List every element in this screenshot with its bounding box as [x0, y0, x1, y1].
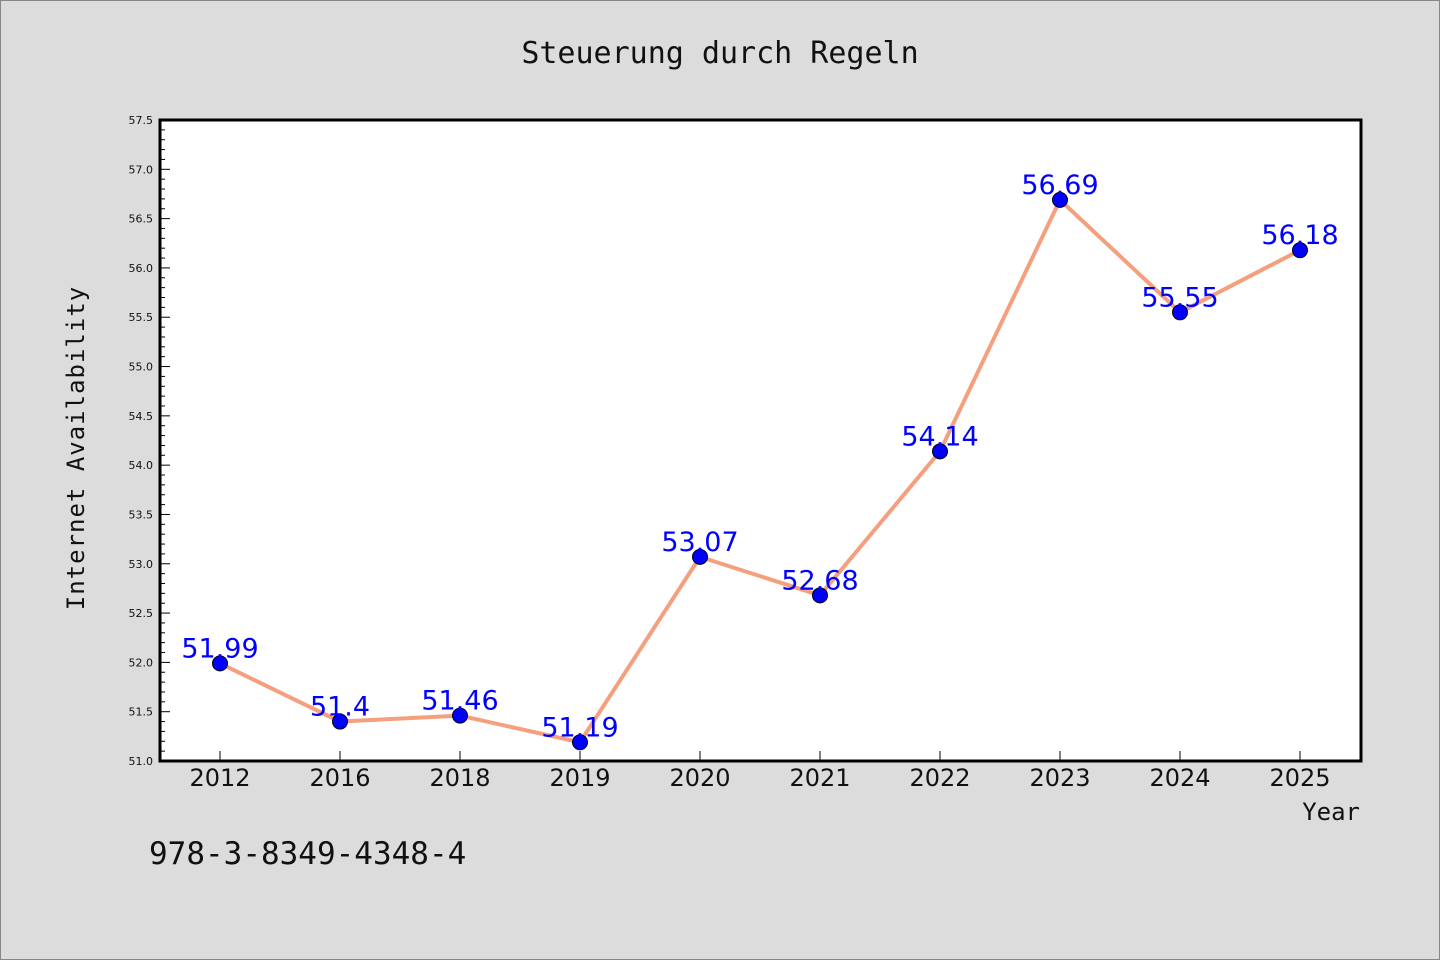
data-label: 52.68 [781, 565, 858, 596]
y-tick-label: 51.0 [129, 755, 154, 768]
data-label: 51.4 [310, 692, 370, 723]
x-tick-label: 2024 [1149, 764, 1210, 792]
y-tick-label: 57.0 [129, 163, 154, 176]
data-point [452, 707, 468, 724]
y-axis-ticks: 51.0 51.5 52.0 52.5 53.0 53.5 54.0 54.5 55.0 55.5… [129, 114, 170, 768]
data-label: 56.69 [1021, 170, 1098, 201]
x-tick-label: 2016 [309, 764, 370, 792]
y-tick-label: 54.5 [129, 410, 154, 423]
y-tick-label: 56.5 [129, 213, 154, 226]
y-tick-label: 56.0 [129, 262, 154, 275]
data-point [692, 548, 708, 565]
data-point [932, 443, 948, 460]
x-tick-label: 2025 [1269, 764, 1330, 792]
data-label: 53.07 [661, 527, 738, 558]
x-axis-ticks: 2012 2016 2018 2019 2020 2021 2022 2023 2024 2025 [189, 751, 1331, 792]
data-point [1172, 304, 1188, 321]
data-point [1292, 242, 1308, 259]
data-label: 51.19 [541, 712, 618, 743]
chart-title: Steuerung durch Regeln [521, 36, 918, 71]
x-tick-label: 2021 [789, 764, 850, 792]
plot-area [158, 118, 1363, 763]
x-tick-label: 2012 [189, 764, 250, 792]
y-tick-label: 51.5 [129, 706, 154, 719]
data-point [1052, 191, 1068, 208]
series-layer: 51.99 51.4 51.46 51.19 53.07 52.68 54.14 56.69 5… [181, 170, 1339, 751]
y-tick-label: 57.5 [129, 114, 154, 127]
data-label: 54.14 [901, 421, 978, 452]
y-tick-label: 54.0 [129, 459, 154, 472]
y-tick-label: 53.0 [129, 558, 154, 571]
data-point [212, 655, 228, 672]
y-tick-label: 55.5 [129, 311, 154, 324]
data-point [332, 713, 348, 730]
data-label: 51.99 [181, 633, 258, 664]
y-tick-label: 52.0 [129, 656, 154, 669]
isbn-text: 978-3-8349-4348-4 [149, 836, 466, 872]
x-tick-label: 2018 [429, 764, 490, 792]
y-tick-label: 52.5 [129, 607, 154, 620]
x-tick-label: 2019 [549, 764, 610, 792]
y-tick-label: 53.5 [129, 508, 154, 521]
x-axis-label: Year [1302, 798, 1360, 826]
x-tick-label: 2022 [909, 764, 970, 792]
data-label: 56.18 [1261, 220, 1338, 251]
data-point [812, 587, 828, 604]
series-line [218, 197, 1302, 745]
data-label: 51.46 [421, 686, 498, 717]
x-tick-label: 2023 [1029, 764, 1090, 792]
data-label: 55.55 [1141, 282, 1218, 313]
y-axis-label: Internet Availability [62, 286, 90, 610]
x-tick-label: 2020 [669, 764, 730, 792]
y-tick-label: 55.0 [129, 361, 154, 374]
data-point [572, 734, 588, 751]
